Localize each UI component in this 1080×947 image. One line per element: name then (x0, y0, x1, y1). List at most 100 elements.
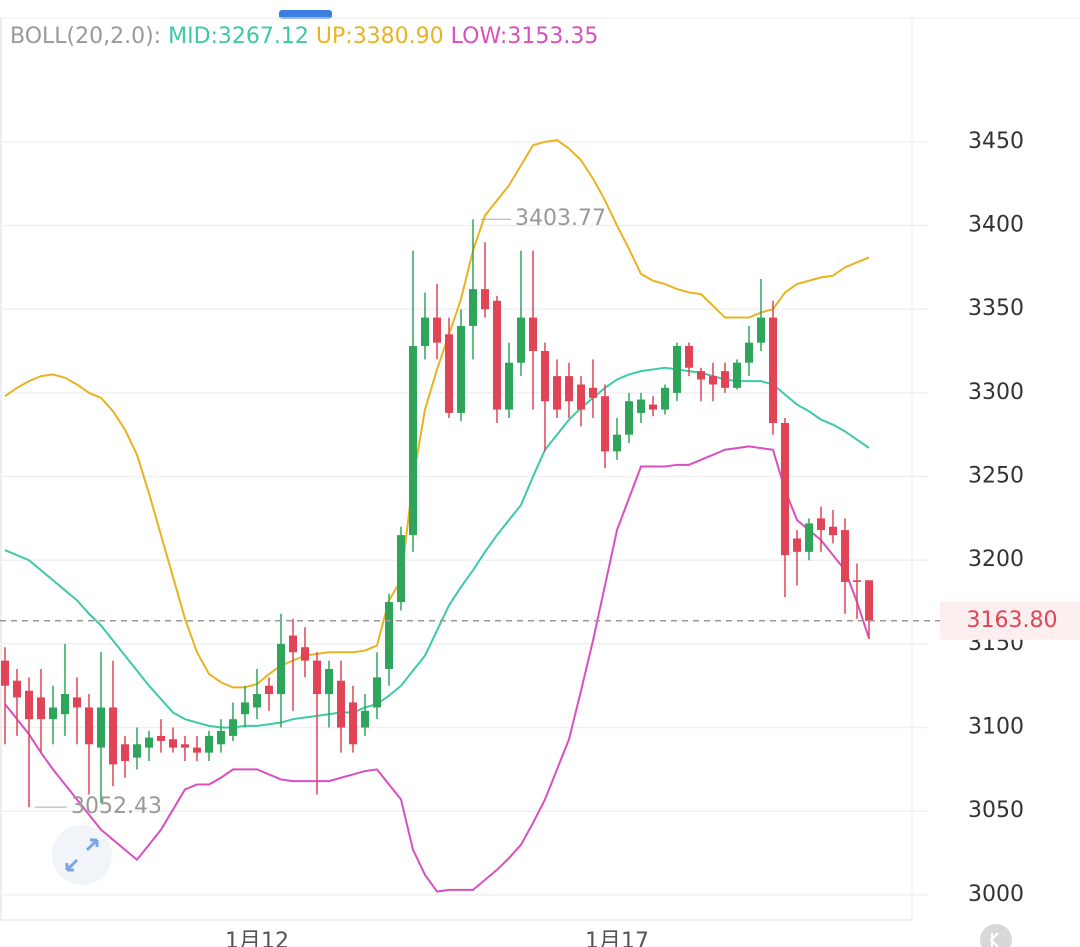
candle-body (337, 680, 345, 728)
candle-body (145, 737, 153, 748)
candle-body (109, 707, 117, 765)
legend-entry: MID:3267.12 (168, 24, 309, 49)
candle-body (289, 635, 297, 653)
candle-body (373, 677, 381, 708)
legend: BOLL(20,2.0): MID:3267.12 UP:3380.90 LOW:31… (10, 24, 605, 49)
candle-body (13, 680, 21, 698)
x-tick-label: 1月17 (585, 929, 649, 947)
candle-body (769, 317, 777, 423)
candle-body (241, 702, 249, 715)
candle-body (745, 342, 753, 363)
candle-body (49, 707, 57, 720)
candle-body (565, 376, 573, 402)
candle-body (457, 325, 465, 413)
candle-body (757, 317, 765, 343)
indicator-label: BOLL(20,2.0): (10, 24, 162, 49)
candle-body (841, 530, 849, 582)
band-line (4, 366, 870, 729)
y-tick-label: 3250 (968, 464, 1024, 489)
candle-body (625, 401, 633, 435)
candle-body (385, 602, 393, 669)
scroll-end-button[interactable] (980, 924, 1012, 947)
band-line (4, 445, 870, 893)
candle-body (493, 300, 501, 410)
candle-body (649, 404, 657, 410)
candle-body (553, 376, 561, 410)
candle-body (301, 647, 309, 661)
candle-body (637, 399, 645, 413)
candle-body (85, 707, 93, 745)
candle-body (805, 523, 813, 552)
x-tick-label: 1月12 (225, 929, 289, 947)
candle-body (445, 334, 453, 413)
candle-body (529, 317, 537, 352)
candle-body (601, 396, 609, 452)
candle-body (865, 580, 873, 621)
candle-body (25, 690, 33, 720)
candle-body (469, 289, 477, 326)
legend-entry: LOW:3153.35 (450, 24, 599, 49)
candle-body (361, 710, 369, 728)
candle-body (685, 346, 693, 368)
candle-body (133, 744, 141, 758)
candle-body (721, 371, 729, 388)
candle-body (589, 387, 597, 398)
candle-body (193, 747, 201, 753)
candle-body (37, 697, 45, 720)
y-tick-label: 3350 (968, 296, 1024, 321)
plot: 3403.77 3052.43 (0, 139, 928, 896)
candle-body (277, 643, 285, 695)
candle-body (793, 538, 801, 552)
candle-body (157, 735, 165, 741)
candle-body (697, 371, 705, 380)
y-tick-label: 3000 (968, 882, 1024, 907)
candle-body (73, 697, 81, 708)
candle-body (709, 376, 717, 385)
legend-entry: UP:3380.90 (315, 24, 444, 49)
candle-body (421, 317, 429, 346)
candle-body (829, 526, 837, 536)
candle-body (409, 346, 417, 536)
band-line (4, 139, 870, 689)
candle-body (781, 422, 789, 556)
candle-body (853, 580, 861, 582)
candle-body (313, 660, 321, 695)
candle-body (817, 518, 825, 531)
candle-body (517, 317, 525, 363)
candle-body (481, 289, 489, 310)
candle-body (217, 730, 225, 745)
candle-body (613, 434, 621, 452)
expand-button[interactable] (52, 825, 112, 885)
candle-body (181, 744, 189, 748)
high-label: 3403.77 (515, 206, 606, 231)
candle-body (121, 744, 129, 762)
y-tick-label: 3400 (968, 213, 1024, 238)
candle-body (253, 694, 261, 708)
last-price-label: 3163.80 (967, 608, 1058, 633)
candle-body (733, 362, 741, 388)
candle-body (661, 387, 669, 410)
candle-body (673, 346, 681, 393)
candle-body (505, 362, 513, 410)
candle-body (349, 702, 357, 745)
tab-indicator (279, 10, 332, 19)
y-tick-label: 3300 (968, 380, 1024, 405)
candle-body (1, 660, 9, 686)
last-price-box (940, 601, 1080, 640)
candle-body (433, 317, 441, 343)
candle-body (265, 685, 273, 695)
y-tick-label: 3200 (968, 547, 1024, 572)
candle-body (397, 535, 405, 603)
y-tick-label: 3100 (968, 715, 1024, 740)
candle-body (325, 668, 333, 695)
candle-body (169, 739, 177, 748)
candle-body (229, 719, 237, 736)
candle-body (97, 707, 105, 748)
candle-body (577, 384, 585, 410)
candle-body (61, 694, 69, 715)
candle-body (541, 351, 549, 402)
low-label: 3052.43 (71, 794, 162, 819)
candle-body (205, 735, 213, 753)
